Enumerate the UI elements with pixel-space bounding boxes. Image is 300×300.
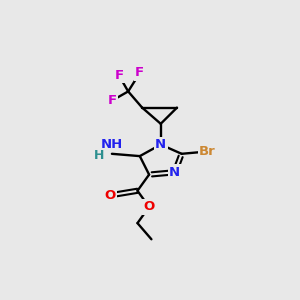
Text: Br: Br	[199, 145, 216, 158]
Text: F: F	[135, 67, 144, 80]
Text: F: F	[114, 69, 123, 82]
Text: O: O	[104, 189, 115, 202]
Text: H: H	[94, 149, 104, 162]
Text: N: N	[155, 138, 166, 151]
Text: F: F	[107, 94, 116, 107]
Text: O: O	[143, 200, 155, 213]
Text: NH: NH	[101, 138, 123, 151]
Text: N: N	[169, 166, 180, 179]
